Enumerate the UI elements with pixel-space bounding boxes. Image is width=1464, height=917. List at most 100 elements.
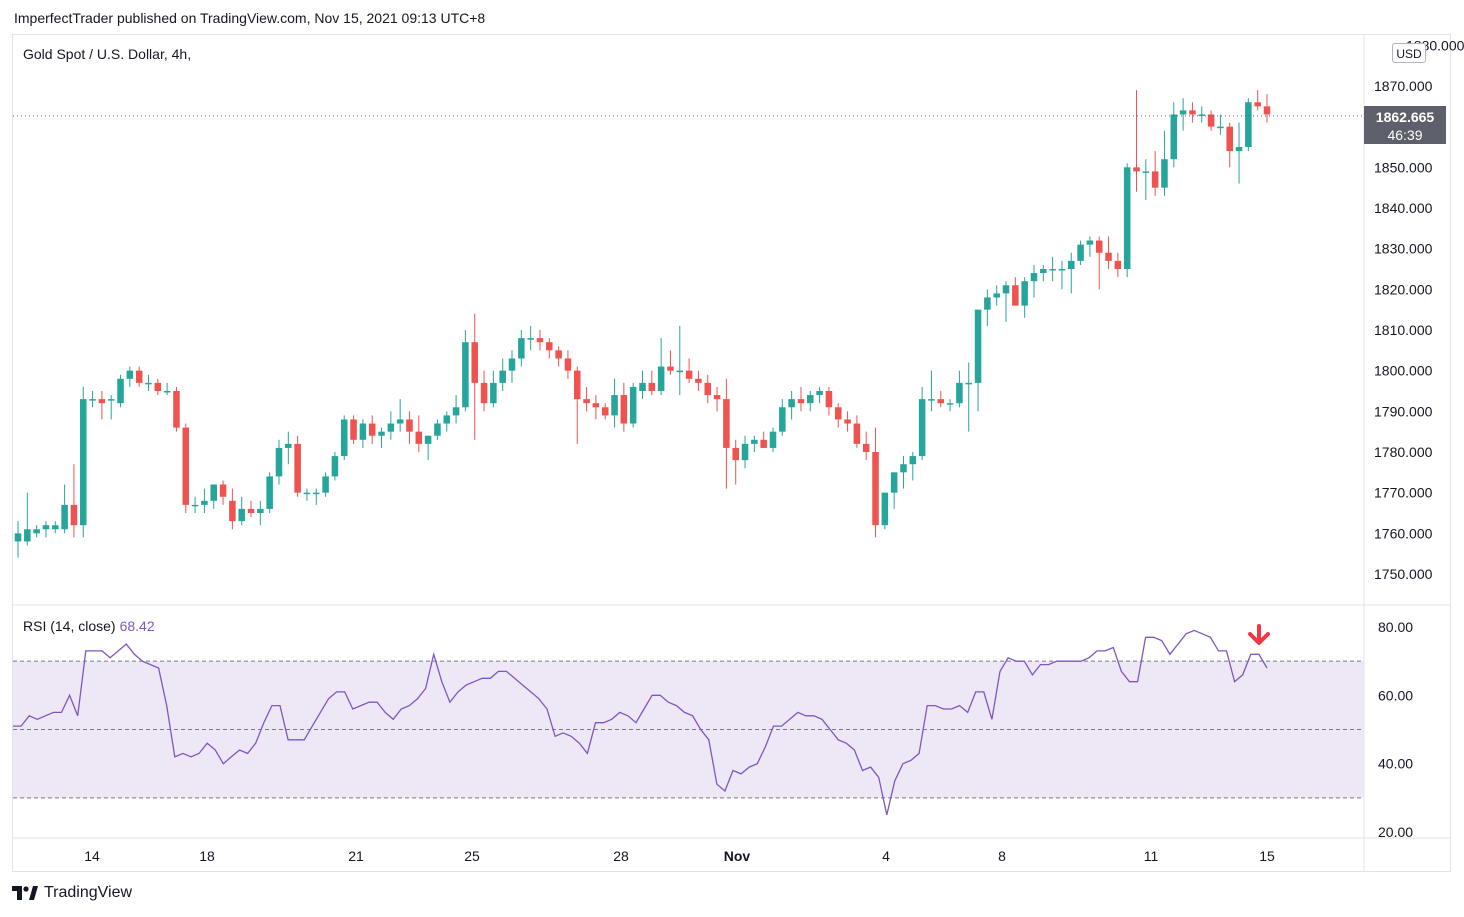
candle-body bbox=[285, 443, 292, 448]
candle-body bbox=[89, 399, 96, 401]
candle bbox=[359, 419, 367, 448]
price-tick-label: 1750.000 bbox=[1374, 566, 1433, 582]
time-tick-label: 15 bbox=[1259, 848, 1275, 864]
candle-body bbox=[1245, 102, 1252, 147]
candle-body bbox=[872, 452, 879, 526]
candle-body bbox=[126, 370, 134, 379]
candle bbox=[946, 399, 954, 412]
price-tick-label: 1790.000 bbox=[1374, 403, 1433, 419]
rsi-tick-label: 80.00 bbox=[1378, 619, 1413, 635]
candle-body bbox=[322, 476, 329, 493]
candle bbox=[1226, 122, 1233, 168]
candle-body bbox=[1263, 106, 1271, 115]
down-arrow-icon bbox=[1248, 624, 1270, 645]
candle bbox=[471, 313, 478, 440]
candle bbox=[1151, 151, 1159, 196]
candle bbox=[135, 366, 143, 387]
candle-body bbox=[1226, 126, 1233, 152]
chart-frame bbox=[12, 34, 1451, 872]
candle bbox=[434, 419, 441, 440]
candle bbox=[900, 456, 907, 489]
price-tick-label: 1870.000 bbox=[1374, 78, 1433, 94]
candle bbox=[406, 411, 413, 444]
candle bbox=[14, 521, 22, 558]
publish-caption: ImperfectTrader published on TradingView… bbox=[14, 10, 486, 26]
rsi-tick-label: 60.00 bbox=[1378, 687, 1413, 703]
candle bbox=[452, 395, 460, 424]
candle bbox=[844, 411, 851, 432]
candle bbox=[937, 391, 945, 408]
rsi-legend[interactable]: RSI (14, close) 68.42 bbox=[23, 618, 155, 634]
candle bbox=[723, 378, 730, 489]
candle bbox=[564, 350, 572, 379]
candle-body bbox=[266, 476, 273, 509]
candle bbox=[378, 427, 385, 448]
tradingview-logo[interactable]: TradingView bbox=[12, 884, 132, 902]
candle-body bbox=[406, 419, 413, 432]
symbol-title[interactable]: Gold Spot / U.S. Dollar, 4h, bbox=[23, 46, 192, 62]
candle bbox=[340, 415, 348, 461]
candle-body bbox=[443, 415, 451, 424]
candle-body bbox=[359, 423, 367, 440]
time-tick-label: 14 bbox=[84, 848, 100, 864]
rsi-layer bbox=[13, 624, 1270, 816]
candle bbox=[257, 500, 264, 526]
candle-body bbox=[33, 529, 40, 534]
candle-body bbox=[424, 435, 432, 444]
candle bbox=[79, 386, 87, 538]
candle-body bbox=[350, 419, 357, 440]
candle bbox=[611, 378, 618, 428]
candle-body bbox=[1095, 240, 1103, 253]
candle bbox=[89, 391, 96, 408]
candle-body bbox=[303, 492, 311, 495]
candle-body bbox=[1133, 167, 1140, 172]
time-tick-label: 21 bbox=[348, 848, 364, 864]
time-tick-label: 4 bbox=[882, 848, 890, 864]
candle-body bbox=[107, 399, 115, 401]
candle bbox=[1030, 264, 1038, 298]
candle bbox=[918, 386, 926, 461]
candle-body bbox=[201, 500, 208, 505]
candle bbox=[1067, 252, 1075, 294]
candle-body bbox=[1170, 114, 1178, 160]
candle-body bbox=[1086, 240, 1094, 245]
candle bbox=[518, 330, 525, 367]
candle bbox=[201, 488, 208, 513]
candle-body bbox=[70, 504, 78, 526]
candle bbox=[984, 289, 991, 326]
candle bbox=[52, 521, 59, 534]
candle bbox=[732, 439, 739, 485]
candle-body bbox=[741, 443, 749, 461]
candle bbox=[396, 399, 404, 432]
candle-body bbox=[1077, 244, 1084, 261]
candle-body bbox=[862, 443, 870, 452]
currency-badge[interactable]: USD bbox=[1392, 43, 1426, 63]
candle-body bbox=[471, 342, 478, 383]
candle bbox=[1198, 106, 1206, 123]
candle-body bbox=[257, 508, 264, 513]
candle-body bbox=[1142, 171, 1150, 173]
candle bbox=[117, 374, 124, 408]
price-tick-label: 1810.000 bbox=[1374, 322, 1433, 338]
time-tick-label: 25 bbox=[464, 848, 480, 864]
candle-body bbox=[1161, 159, 1168, 188]
candle-body bbox=[695, 378, 702, 383]
candle bbox=[285, 431, 292, 465]
candle-body bbox=[769, 431, 777, 448]
candle bbox=[592, 395, 600, 420]
candle-body bbox=[601, 407, 609, 416]
candle-body bbox=[1058, 269, 1066, 271]
candle bbox=[657, 338, 665, 396]
candle-body bbox=[1021, 281, 1028, 306]
candle-body bbox=[1207, 114, 1215, 127]
candle-body bbox=[583, 399, 590, 404]
candle bbox=[816, 386, 823, 404]
candle bbox=[443, 411, 451, 432]
candle bbox=[1077, 240, 1084, 265]
price-tick-label: 1820.000 bbox=[1374, 281, 1433, 297]
candle-body bbox=[639, 382, 646, 391]
candle-body bbox=[368, 423, 376, 436]
candle bbox=[779, 399, 786, 436]
candle-body bbox=[853, 423, 861, 444]
